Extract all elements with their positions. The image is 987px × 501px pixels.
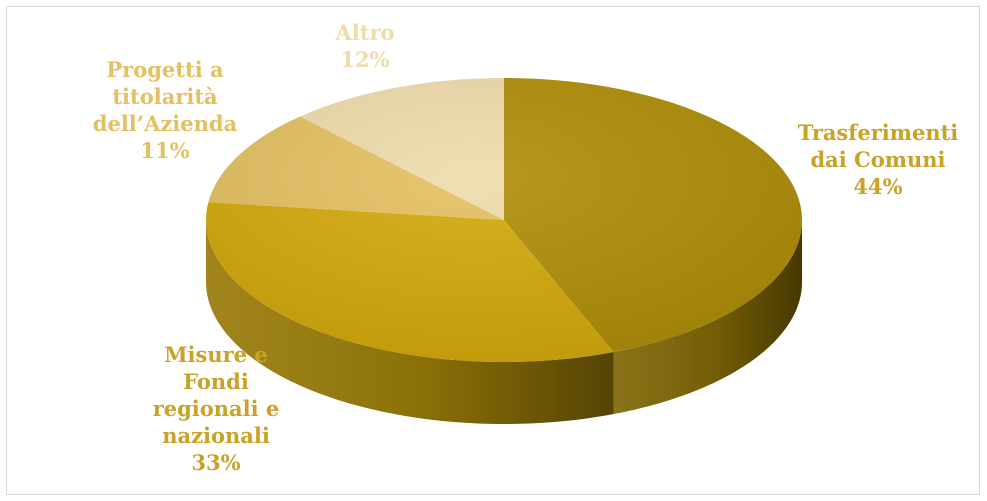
data-label-line: dai Comuni: [810, 147, 945, 172]
data-label-2: Progetti a titolarità dell’Azienda 11%: [93, 57, 238, 163]
pie-top-faces: [205, 78, 803, 363]
pie-side-shade-0: [613, 220, 802, 415]
data-label-line: Progetti a: [106, 57, 224, 82]
data-label-value: 44%: [853, 174, 902, 199]
pie-side-walls: [206, 220, 802, 424]
data-label-line: titolarità: [112, 84, 218, 109]
data-labels: Trasferimenti dai Comuni 44% Misure e Fondi r…: [93, 20, 959, 475]
data-label-line: Fondi: [183, 369, 249, 394]
data-label-line: dell’Azienda: [93, 111, 238, 136]
data-label-0: Trasferimenti dai Comuni 44%: [798, 120, 959, 199]
data-label-line: nazionali: [162, 423, 270, 448]
data-label-value: 33%: [191, 450, 240, 475]
pie-top-shine: [206, 78, 802, 362]
data-label-line: Misure e: [164, 342, 267, 367]
data-label-value: 12%: [340, 47, 389, 72]
pie-side-shade-1: [206, 220, 614, 424]
data-label-3: Altro 12%: [334, 20, 394, 72]
data-label-line: Altro: [334, 20, 394, 45]
data-label-value: 11%: [140, 138, 189, 163]
data-label-line: regionali e: [153, 396, 280, 421]
data-label-1: Misure e Fondi regionali e nazionali 33%: [153, 342, 280, 475]
data-label-line: Trasferimenti: [798, 120, 959, 145]
